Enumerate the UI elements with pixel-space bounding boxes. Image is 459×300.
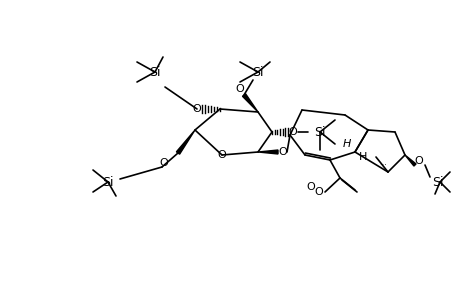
Polygon shape bbox=[257, 150, 277, 154]
Text: O: O bbox=[288, 127, 297, 137]
Text: Si: Si bbox=[149, 65, 160, 79]
Text: H: H bbox=[358, 152, 366, 162]
Text: O: O bbox=[306, 182, 315, 192]
Text: Si: Si bbox=[252, 65, 263, 79]
Text: O: O bbox=[414, 156, 422, 166]
Text: O: O bbox=[314, 187, 323, 197]
Text: Si: Si bbox=[431, 176, 443, 188]
Text: O: O bbox=[159, 158, 168, 168]
Text: ...: ... bbox=[378, 158, 386, 166]
Text: H: H bbox=[342, 139, 350, 149]
Polygon shape bbox=[404, 155, 415, 166]
Text: O: O bbox=[235, 84, 244, 94]
Text: Si: Si bbox=[102, 176, 113, 188]
Text: O: O bbox=[217, 150, 226, 160]
Text: Si: Si bbox=[313, 125, 325, 139]
Polygon shape bbox=[242, 94, 257, 112]
Text: O: O bbox=[278, 147, 287, 157]
Polygon shape bbox=[176, 130, 195, 154]
Text: O: O bbox=[192, 104, 201, 114]
